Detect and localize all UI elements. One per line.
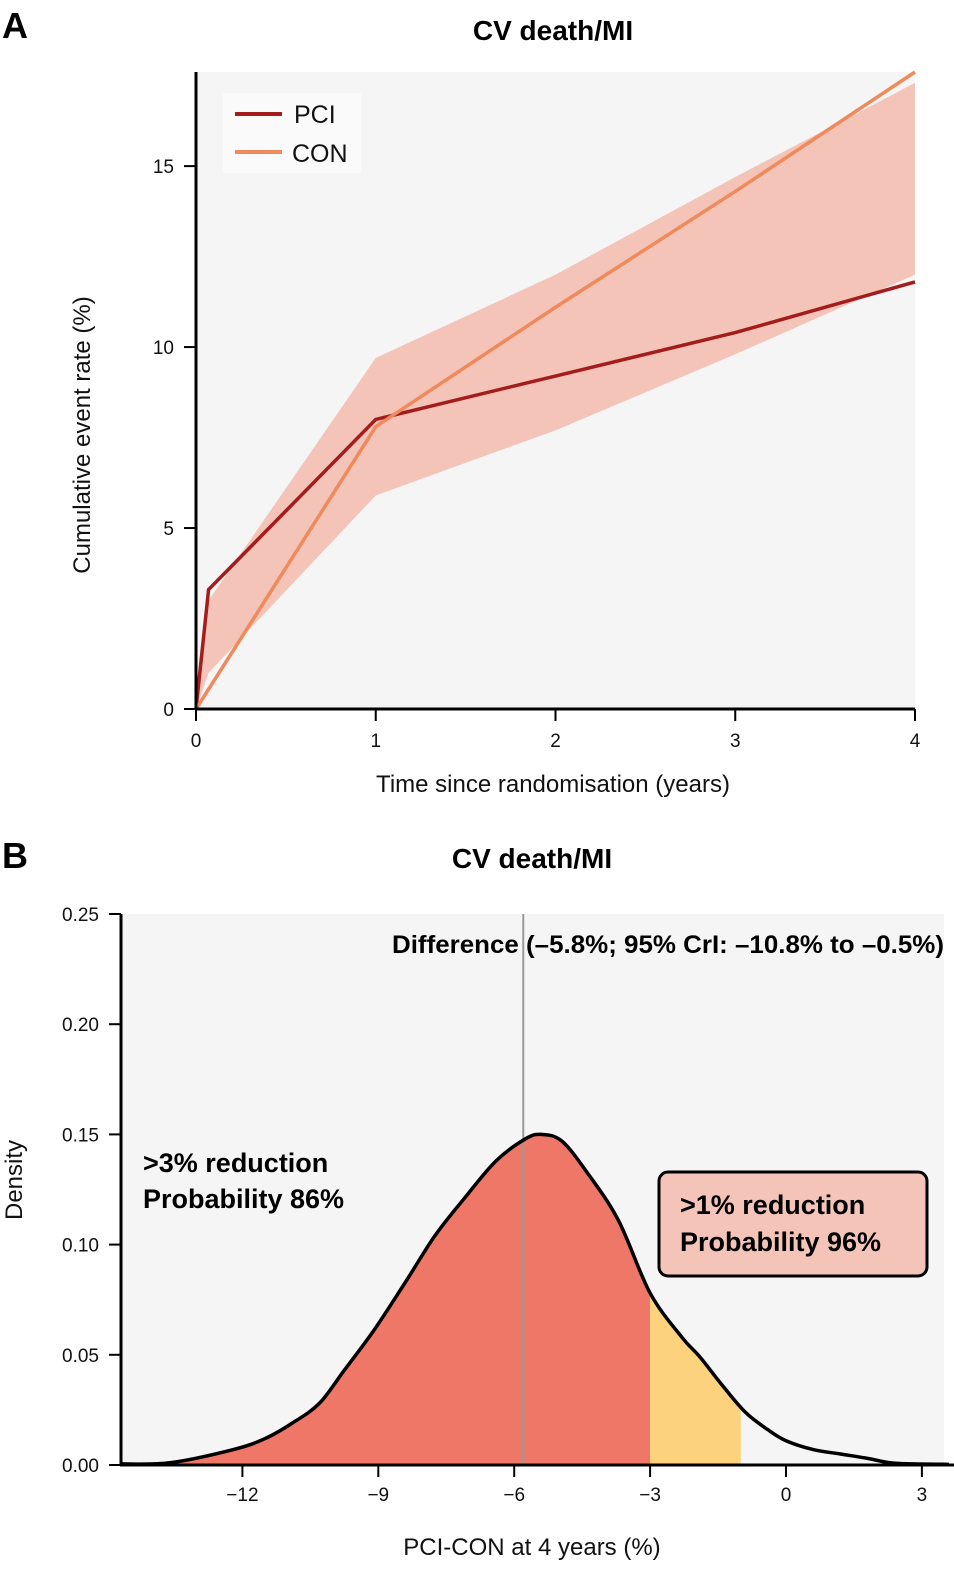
panel-a-ci-band-group (196, 82, 915, 709)
left-annotation-line2: Probability 86% (143, 1184, 344, 1214)
right-annotation-line1: >1% reduction (680, 1190, 865, 1220)
panel-b-x-axis-label: PCI-CON at 4 years (%) (403, 1534, 660, 1561)
x-tick-label: 2 (550, 731, 561, 752)
annotation-box (657, 1170, 929, 1278)
ci-band (196, 82, 915, 709)
legend-label-con: CON (292, 140, 348, 168)
panel-a-y-ticks: 0 5 10 15 (153, 157, 196, 721)
density-region-1 (120, 1134, 651, 1465)
x-tick-label: 0 (191, 731, 202, 752)
panel-a-x-ticks: 0 1 2 3 4 (191, 709, 921, 752)
panel-b-x-ticks: −12 −9 −6 −3 0 3 (226, 1465, 927, 1506)
panel-a-title: CV death/MI (473, 15, 633, 46)
difference-annotation: Difference (–5.8%; 95% CrI: –10.8% to –0… (392, 931, 944, 959)
panel-b-regions (120, 1134, 741, 1465)
x-tick-label: −12 (226, 1485, 258, 1506)
x-tick-label: 1 (370, 731, 381, 752)
y-tick-label: 0.25 (62, 905, 99, 926)
right-annotation-line2: Probability 96% (680, 1227, 881, 1257)
panel-b-axes (119, 914, 954, 1467)
legend-label-pci: PCI (294, 101, 336, 129)
y-tick-label: 0.05 (62, 1346, 99, 1367)
panel-a-legend: PCI CON (223, 93, 361, 173)
panel-b-letter: B (2, 835, 28, 876)
right-annotation-box: >1% reduction Probability 96% (657, 1170, 929, 1278)
panel-a-y-axis-label: Cumulative event rate (%) (69, 296, 96, 573)
series-line-con (194, 70, 916, 710)
x-tick-label: 4 (910, 731, 921, 752)
series-line-pci (194, 280, 916, 710)
y-tick-label: 0.00 (62, 1456, 99, 1477)
panel-b-y-ticks: 0.00 0.05 0.10 0.15 0.20 0.25 (62, 905, 121, 1477)
y-tick-label: 5 (163, 519, 174, 540)
x-tick-label: 0 (781, 1485, 792, 1506)
y-tick-label: 0.20 (62, 1015, 99, 1036)
y-tick-label: 0.15 (62, 1125, 99, 1146)
panel-b-title: CV death/MI (452, 843, 612, 874)
panel-a-x-axis-label: Time since randomisation (years) (376, 771, 730, 798)
y-tick-label: 10 (153, 338, 174, 359)
left-annotation-line1: >3% reduction (143, 1148, 328, 1178)
x-tick-label: 3 (917, 1485, 928, 1506)
panel-a-lines-group (194, 70, 916, 710)
panel-a-letter: A (2, 5, 28, 46)
panel-b-y-axis-label: Density (1, 1140, 28, 1220)
x-tick-label: −6 (503, 1485, 525, 1506)
x-tick-label: −9 (367, 1485, 389, 1506)
y-tick-label: 0.10 (62, 1236, 99, 1257)
density-curve (120, 1132, 950, 1467)
y-tick-label: 0 (163, 700, 174, 721)
density-region-2 (650, 1293, 741, 1465)
y-tick-label: 15 (153, 157, 174, 178)
x-tick-label: 3 (730, 731, 741, 752)
x-tick-label: −3 (639, 1485, 661, 1506)
legend-box (223, 93, 361, 173)
